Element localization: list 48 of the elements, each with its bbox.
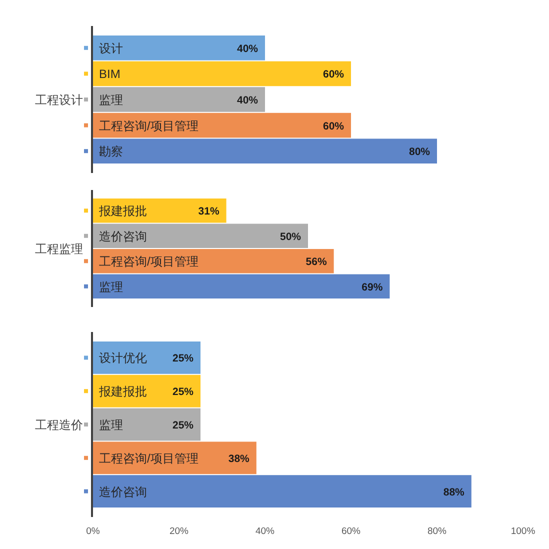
y-tick-label: 造价咨询 <box>99 484 147 499</box>
data-label: 25% <box>172 420 194 432</box>
x-tick-label: 100% <box>510 526 536 537</box>
category-label: 勘察 <box>84 144 123 159</box>
y-tick-label: 勘察 <box>99 144 123 159</box>
category-label: 造价咨询 <box>84 484 147 499</box>
category-label: 报建报批 <box>84 204 147 218</box>
y-tick-label: 监理 <box>99 280 123 294</box>
category-label: 监理 <box>84 418 123 432</box>
data-label: 60% <box>322 68 345 81</box>
data-label: 80% <box>408 146 431 158</box>
y-axis-title: 工程造价 <box>35 418 83 432</box>
y-tick-label: 监理 <box>99 93 123 107</box>
y-tick-label: 造价咨询 <box>99 229 147 244</box>
x-tick-label: 80% <box>427 526 448 537</box>
x-tick-label: 60% <box>341 526 362 537</box>
x-tick-label: 20% <box>169 526 190 537</box>
data-label: 38% <box>228 452 250 465</box>
data-label: 88% <box>443 486 466 498</box>
y-axis-title: 工程监理 <box>35 242 83 256</box>
category-label: 报建报批 <box>84 384 147 399</box>
category-label: 监理 <box>84 280 123 294</box>
data-label: 40% <box>236 42 259 55</box>
y-axis-title: 工程设计 <box>35 93 83 107</box>
y-tick-label: 设计 <box>99 41 123 56</box>
y-tick-label: 报建报批 <box>98 204 147 218</box>
y-tick-label: 报建报批 <box>98 384 147 399</box>
data-label: 56% <box>306 256 328 268</box>
data-label: 40% <box>236 94 259 106</box>
y-tick-label: BIM <box>99 67 120 82</box>
category-label: 造价咨询 <box>84 229 147 244</box>
data-label: 25% <box>172 386 194 398</box>
category-label: BIM <box>84 67 120 82</box>
data-label: 50% <box>280 230 302 243</box>
category-label: 设计 <box>84 41 123 56</box>
category-label: 监理 <box>84 93 123 107</box>
category-label: 工程咨询/项目管理 <box>84 254 198 269</box>
category-label: 设计优化 <box>84 351 147 366</box>
y-tick-label: 设计优化 <box>99 351 147 366</box>
data-label: 25% <box>172 352 194 365</box>
data-label: 31% <box>198 206 220 218</box>
data-label: 60% <box>322 120 345 132</box>
data-label: 69% <box>362 281 384 294</box>
x-tick-label: 0% <box>86 526 100 537</box>
x-tick-label: 40% <box>255 526 276 537</box>
y-tick-label: 监理 <box>99 418 123 432</box>
category-label: 工程咨询/项目管理 <box>84 118 198 133</box>
category-label: 工程咨询/项目管理 <box>84 451 198 466</box>
